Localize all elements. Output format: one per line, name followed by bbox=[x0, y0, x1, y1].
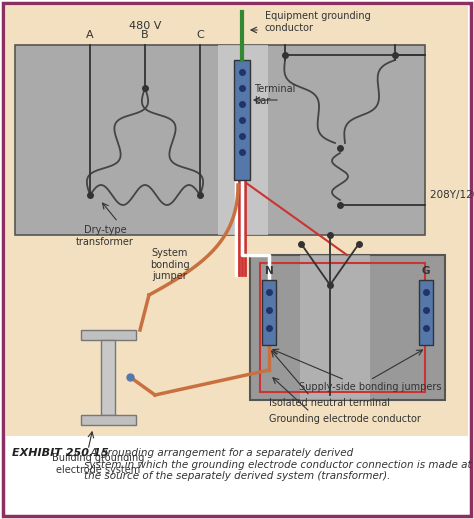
Bar bbox=[234, 60, 250, 180]
Bar bbox=[300, 255, 370, 400]
Bar bbox=[81, 415, 136, 425]
Text: Building grounding
electrode system: Building grounding electrode system bbox=[52, 453, 144, 474]
Text: System
bonding
jumper: System bonding jumper bbox=[150, 248, 190, 281]
Text: Equipment grounding
conductor: Equipment grounding conductor bbox=[265, 11, 371, 33]
Text: Terminal
bar: Terminal bar bbox=[254, 84, 295, 106]
Bar bbox=[15, 45, 425, 235]
Bar bbox=[6, 6, 468, 436]
Bar bbox=[262, 280, 276, 345]
Bar bbox=[101, 340, 115, 415]
Text: C: C bbox=[196, 30, 204, 40]
Text: EXHIBIT 250.15: EXHIBIT 250.15 bbox=[12, 448, 109, 458]
Bar bbox=[81, 330, 136, 340]
Bar bbox=[419, 280, 433, 345]
Text: G: G bbox=[422, 266, 430, 276]
Bar bbox=[260, 263, 425, 392]
Bar bbox=[218, 45, 268, 235]
Text: 480 V: 480 V bbox=[129, 21, 161, 31]
Text: Dry-type
transformer: Dry-type transformer bbox=[76, 225, 134, 247]
Text: Isolated neutral terminal: Isolated neutral terminal bbox=[270, 398, 391, 408]
Text: Grounding electrode conductor: Grounding electrode conductor bbox=[269, 414, 421, 424]
Text: Supply-side bonding jumpers: Supply-side bonding jumpers bbox=[299, 382, 441, 392]
Text: B: B bbox=[141, 30, 149, 40]
Text: A: A bbox=[86, 30, 94, 40]
Text: A grounding arrangement for a separately derived
system in which the grounding e: A grounding arrangement for a separately… bbox=[84, 448, 472, 481]
Text: 208Y/120 V: 208Y/120 V bbox=[430, 190, 474, 200]
Bar bbox=[250, 255, 445, 400]
Text: N: N bbox=[264, 266, 273, 276]
